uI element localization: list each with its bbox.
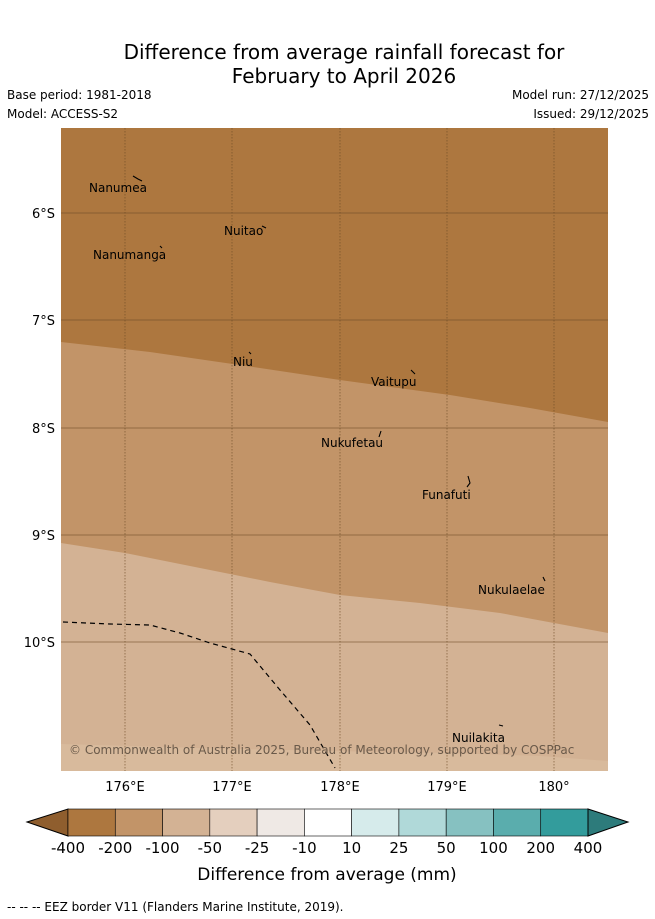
colorbar-swatch [256, 808, 305, 837]
eez-footnote: -- -- -- EEZ border V11 (Flanders Marine… [7, 900, 344, 914]
island-shape-niu [248, 351, 252, 355]
map-title-line2: February to April 2026 [231, 64, 457, 88]
colorbar-tick-label: -25 [245, 839, 270, 857]
island-shape-nukulaelae [542, 576, 546, 582]
lat-label-10s: 10°S [24, 636, 55, 651]
base-period: Base period: 1981-2018 [7, 88, 152, 102]
island-shape-nanumea [132, 175, 143, 182]
colorbar-title: Difference from average (mm) [197, 865, 456, 885]
lat-grid [61, 212, 608, 643]
colorbar-tick-label: -200 [98, 839, 132, 857]
colorbar-tick-label: 50 [437, 839, 456, 857]
colorbar-tick-label: -50 [198, 839, 223, 857]
colorbar-swatch [209, 808, 258, 837]
lat-axis: 6°S 7°S 8°S 9°S 10°S [24, 207, 55, 651]
issued-date: Issued: 29/12/2025 [533, 107, 649, 121]
zone-below-50 [61, 543, 608, 771]
colorbar-swatch [162, 808, 211, 837]
island-label-niu: Niu [233, 355, 253, 369]
island-shape-nukufetau [378, 430, 382, 438]
island-shape-vaitupu [410, 369, 416, 375]
island-shape-nanumanga [159, 245, 163, 249]
lon-axis: 176°E 177°E 178°E 179°E 180° [105, 780, 569, 795]
colorbar-tick-label: 25 [389, 839, 408, 857]
lon-label-178e: 178°E [320, 780, 360, 795]
model-name: Model: ACCESS-S2 [7, 107, 119, 121]
island-label-funafuti: Funafuti [422, 488, 471, 502]
lon-label-176e: 176°E [105, 780, 145, 795]
colorbar-tick-label: -400 [51, 839, 85, 857]
island-label-nanumea: Nanumea [89, 181, 147, 195]
colorbar-high-extension [587, 808, 630, 837]
lon-label-177e: 177°E [212, 780, 252, 795]
colorbar-tick-label: -100 [146, 839, 180, 857]
island-label-nuilakita: Nuilakita [452, 731, 505, 745]
rainfall-map: Nanumea Nuitao Nanumanga Niu Vaitupu Nuk… [24, 128, 630, 885]
lon-label-179e: 179°E [427, 780, 467, 795]
colorbar-swatch [493, 808, 542, 837]
lon-grid [124, 128, 555, 771]
model-run: Model run: 27/12/2025 [511, 88, 649, 102]
rainfall-zones: Nanumea Nuitao Nanumanga Niu Vaitupu Nuk… [61, 128, 608, 771]
island-labels: Nanumea Nuitao Nanumanga Niu Vaitupu Nuk… [89, 181, 545, 745]
colorbar-tick-label: 100 [479, 839, 508, 857]
zone-lighter-south [61, 744, 608, 771]
lat-label-9s: 9°S [32, 529, 55, 544]
island-label-nuitao: Nuitao [224, 224, 263, 238]
colorbar-tick-label: 10 [342, 839, 361, 857]
island-label-nukufetau: Nukufetau [321, 436, 383, 450]
lat-label-7s: 7°S [32, 314, 55, 329]
colorbar-tick-labels: -400 -200 -100 -50 -25 -10 10 25 50 100 200 400 [51, 839, 602, 857]
lon-label-180: 180° [538, 780, 569, 795]
colorbar-swatch [540, 808, 589, 837]
island-shape-funafuti [466, 475, 471, 488]
island-shape-nuilakita [498, 724, 504, 727]
island-label-nanumanga: Nanumanga [93, 248, 166, 262]
lat-label-6s: 6°S [32, 207, 55, 222]
colorbar-swatch [445, 808, 494, 837]
island-label-nukulaelae: Nukulaelae [478, 583, 545, 597]
colorbar-swatch [114, 808, 163, 837]
map-title: Difference from average rainfall forecas… [0, 40, 655, 88]
island-shapes [132, 175, 546, 727]
map-copyright: © Commonwealth of Australia 2025, Bureau… [69, 743, 574, 757]
island-shape-nuitao [261, 225, 267, 229]
colorbar-swatches [67, 808, 589, 837]
colorbar-low-extension [25, 808, 69, 837]
map-title-line1: Difference from average rainfall forecas… [123, 40, 565, 64]
colorbar-tick-label: -10 [292, 839, 317, 857]
colorbar-tick-label: 400 [574, 839, 603, 857]
colorbar-swatch [67, 808, 116, 837]
island-label-vaitupu: Vaitupu [371, 375, 417, 389]
colorbar: -400 -200 -100 -50 -25 -10 10 25 50 100 200 400 Dif… [25, 808, 630, 885]
colorbar-swatch [304, 808, 352, 837]
colorbar-swatch [351, 808, 400, 837]
colorbar-tick-label: 200 [526, 839, 555, 857]
lat-label-8s: 8°S [32, 422, 55, 437]
colorbar-swatch [398, 808, 447, 837]
